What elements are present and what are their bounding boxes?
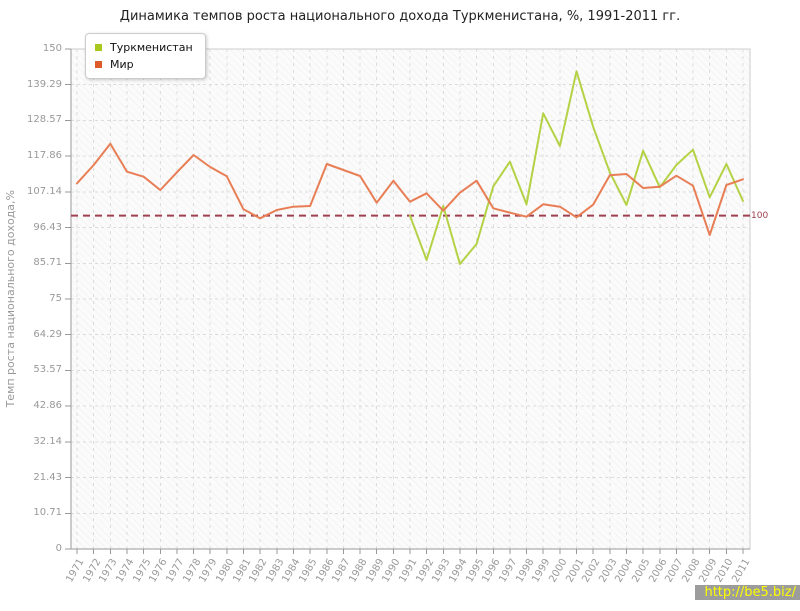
legend-item-world: Мир <box>95 56 193 73</box>
y-tick-label: 85.71 <box>33 257 62 269</box>
y-tick-label: 0 <box>55 543 62 554</box>
series-line-turkmenistan <box>409 70 744 265</box>
y-tick-label: 139.29 <box>27 78 62 90</box>
chart-title: Динамика темпов роста национального дохо… <box>119 9 681 24</box>
y-tick-label: 75 <box>49 293 62 304</box>
y-tick-label: 53.57 <box>33 364 62 376</box>
y-tick-label: 96.43 <box>33 221 62 233</box>
y-tick-label: 21.43 <box>33 471 62 483</box>
y-tick-label: 32.14 <box>33 435 62 447</box>
legend-label-world: Мир <box>110 58 134 71</box>
reference-line-label: 100 <box>751 210 769 221</box>
turkmenistan-swatch-icon <box>95 44 102 51</box>
legend-label-turkmenistan: Туркменистан <box>110 41 193 54</box>
y-tick-label: 107.14 <box>27 185 62 197</box>
world-swatch-icon <box>95 61 102 68</box>
y-tick-label: 64.29 <box>33 328 62 340</box>
legend-item-turkmenistan: Туркменистан <box>95 39 193 56</box>
watermark: http://be5.biz/ <box>695 585 800 600</box>
y-tick-label: 42.86 <box>33 400 62 412</box>
series-line-world <box>76 142 744 236</box>
y-tick-label: 117.86 <box>27 150 62 162</box>
y-tick-label: 128.57 <box>27 114 62 126</box>
y-tick-label: 150 <box>42 43 62 54</box>
y-tick-label: 10.71 <box>33 507 62 519</box>
legend: Туркменистан Мир <box>85 33 206 79</box>
